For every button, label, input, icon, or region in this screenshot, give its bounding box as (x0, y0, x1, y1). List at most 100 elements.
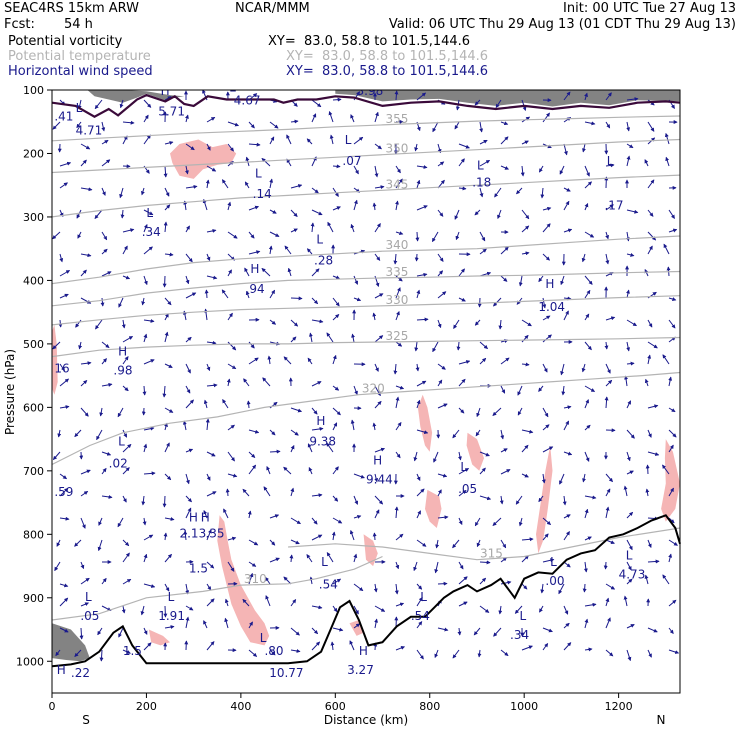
wind-vector (248, 451, 256, 458)
wind-vector (80, 143, 91, 150)
wind-vector (290, 184, 303, 189)
wind-vector (495, 99, 502, 109)
wind-vector (623, 485, 628, 497)
wind-vector (374, 618, 379, 629)
hl-annotation: H (359, 644, 368, 658)
wind-vector (164, 553, 172, 563)
wind-vector (52, 451, 61, 461)
wind-vector (184, 165, 189, 175)
wind-vector (625, 231, 630, 242)
hl-annotation: .14 (253, 187, 272, 201)
wind-vector (269, 289, 276, 299)
theta-isentrope-335 (52, 270, 680, 307)
wind-vector (563, 622, 570, 629)
y-tick-label: 400 (23, 274, 44, 287)
wind-vector (452, 539, 460, 549)
wind-vector (416, 289, 421, 299)
wind-vector (492, 407, 502, 416)
wind-vector (261, 267, 271, 277)
wind-vector (119, 99, 124, 109)
wind-vector (332, 517, 343, 524)
hl-annotation: L (118, 434, 125, 448)
pv-positive-region-3 (417, 394, 433, 452)
wind-vector (52, 121, 61, 130)
wind-vector (269, 121, 279, 129)
wind-vector (283, 356, 292, 365)
wind-vector (143, 318, 155, 323)
hl-annotation: 1.91 (158, 609, 185, 623)
wind-vector (120, 209, 125, 219)
wind-vector (561, 385, 566, 396)
wind-vector (647, 319, 653, 328)
hl-annotation: L (626, 549, 633, 563)
wind-vector (414, 143, 419, 152)
wind-vector (248, 539, 259, 546)
hl-annotation: .05 (80, 609, 99, 623)
wind-vector (163, 605, 168, 618)
wind-vector (332, 314, 340, 321)
wind-vector (101, 187, 106, 196)
wind-vector (353, 514, 362, 519)
wind-vector (247, 510, 252, 519)
theta-isentrope-355 (52, 115, 680, 142)
wind-vector (458, 561, 464, 570)
wind-vector (452, 429, 460, 439)
wind-vector (416, 179, 421, 189)
wind-vector (221, 289, 229, 299)
wind-vector (500, 649, 509, 657)
wind-vector (437, 489, 442, 497)
wind-vector (393, 253, 398, 265)
pv-positive-region-1 (52, 324, 58, 395)
wind-vector (262, 377, 271, 387)
hl-annotation: L (168, 590, 175, 604)
wind-vector (454, 121, 460, 130)
wind-vector (395, 385, 405, 390)
wind-vector (605, 163, 615, 168)
wind-vector (248, 561, 257, 567)
wind-vector (500, 539, 507, 549)
theta-label-345: 345 (386, 177, 409, 191)
wind-vector (626, 209, 639, 214)
wind-vector (542, 315, 551, 321)
wind-vector (122, 245, 128, 255)
hl-annotation: L (76, 101, 83, 115)
wind-vector (458, 517, 463, 526)
model-title: SEAC4RS 15km ARW (4, 1, 140, 16)
wind-vector (647, 341, 658, 349)
wind-vector (163, 221, 168, 233)
wind-vector (395, 200, 399, 211)
hl-annotation: .05 (458, 482, 477, 496)
wind-vector (59, 583, 69, 588)
wind-vector (479, 495, 492, 501)
wind-vector (395, 275, 403, 282)
wind-vector (185, 336, 192, 343)
wind-vector (290, 336, 297, 343)
wind-vector (647, 209, 654, 217)
wind-vector (143, 627, 148, 635)
wind-vector (206, 561, 215, 569)
wind-vector (626, 649, 632, 662)
wind-vector (353, 495, 359, 505)
field-theta-name: Potential temperature (8, 49, 151, 64)
wind-vector (268, 245, 273, 255)
wind-vector (542, 112, 550, 123)
wind-vector (185, 473, 190, 485)
wind-vector (583, 561, 588, 573)
wind-vector (122, 467, 130, 475)
wind-vector (122, 495, 127, 503)
wind-vector (248, 121, 255, 129)
wind-vector (76, 121, 82, 129)
wind-vector (395, 231, 404, 236)
wind-vector (584, 275, 593, 285)
wind-vector (604, 341, 609, 350)
wind-vector (563, 200, 570, 211)
wind-vector (80, 297, 92, 304)
theta-label-320: 320 (362, 382, 385, 396)
y-tick-label: 600 (23, 401, 44, 414)
wind-vector (560, 363, 565, 376)
wind-vector (206, 275, 218, 280)
wind-vector (542, 558, 555, 563)
wind-vector (101, 577, 107, 585)
wind-vector (476, 539, 481, 548)
wind-vector (521, 140, 529, 145)
